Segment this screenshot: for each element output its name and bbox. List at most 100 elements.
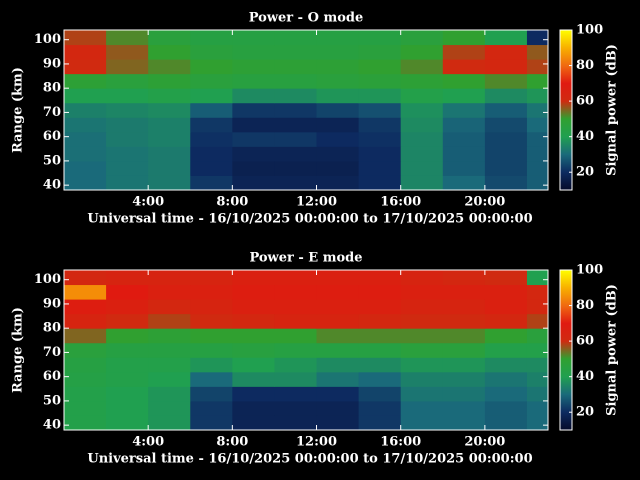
heat-cell xyxy=(232,146,275,162)
colorbar-tick-label: 80 xyxy=(576,298,594,313)
heat-cell xyxy=(190,131,233,147)
heat-cell xyxy=(358,160,402,176)
heat-cell xyxy=(64,88,107,104)
heat-cell xyxy=(442,175,486,191)
heat-cell xyxy=(400,146,444,162)
heat-cell xyxy=(274,160,318,176)
heat-cell xyxy=(64,175,107,191)
heat-cell xyxy=(526,175,549,191)
heat-cell xyxy=(106,175,149,191)
heat-cell xyxy=(526,400,549,416)
heat-cell xyxy=(64,30,107,46)
heat-cell xyxy=(316,146,360,162)
y-tick-label: 60 xyxy=(43,129,61,144)
heat-cell xyxy=(442,59,486,75)
heat-cell xyxy=(442,386,486,402)
heat-cell xyxy=(484,30,528,46)
heat-cell xyxy=(64,160,107,176)
heat-cell xyxy=(148,386,191,402)
heat-cell xyxy=(442,270,486,286)
heat-cell xyxy=(274,328,318,344)
heat-cell xyxy=(358,400,402,416)
heat-cell xyxy=(106,415,149,431)
heat-cell xyxy=(316,328,360,344)
heat-cell xyxy=(232,44,275,60)
heat-cell xyxy=(274,175,318,191)
y-tick-label: 80 xyxy=(43,321,61,336)
colorbar-tick-label: 100 xyxy=(576,23,603,38)
y-tick-label: 70 xyxy=(43,105,61,120)
heat-cell xyxy=(316,415,360,431)
heat-cell xyxy=(526,88,549,104)
heat-cell xyxy=(484,59,528,75)
heat-cell xyxy=(442,400,486,416)
heat-cell xyxy=(400,131,444,147)
heat-cell xyxy=(442,102,486,118)
heat-cell xyxy=(190,400,233,416)
heat-cell xyxy=(64,102,107,118)
heat-cell xyxy=(232,386,275,402)
heat-cell xyxy=(526,270,549,286)
colorbar-tick-label: 100 xyxy=(576,263,603,278)
y-tick-label: 90 xyxy=(43,296,61,311)
heat-cell xyxy=(400,30,444,46)
heat-cell xyxy=(274,270,318,286)
heat-cell xyxy=(64,400,107,416)
heat-cell xyxy=(232,299,275,315)
heat-cell xyxy=(106,357,149,373)
heat-cell xyxy=(358,44,402,60)
heat-cell xyxy=(64,59,107,75)
heat-cell xyxy=(148,371,191,387)
heat-cell xyxy=(358,299,402,315)
heat-cell xyxy=(484,175,528,191)
heat-cell xyxy=(148,102,191,118)
heat-cell xyxy=(358,59,402,75)
heat-cell xyxy=(400,175,444,191)
heat-cell xyxy=(190,284,233,300)
x-tick-label: 12:00 xyxy=(296,195,337,210)
heat-cell xyxy=(64,146,107,162)
heat-cell xyxy=(442,146,486,162)
heat-cell xyxy=(106,59,149,75)
heat-cell xyxy=(148,59,191,75)
heat-cell xyxy=(526,299,549,315)
heat-cell xyxy=(358,371,402,387)
heat-cell xyxy=(484,342,528,358)
colorbar-tick-label: 60 xyxy=(576,334,594,349)
heat-cell xyxy=(190,30,233,46)
heat-cell xyxy=(484,160,528,176)
heat-cell xyxy=(106,270,149,286)
heat-cell xyxy=(316,386,360,402)
heat-cell xyxy=(526,131,549,147)
heat-cell xyxy=(358,328,402,344)
heat-cell xyxy=(106,102,149,118)
heat-cell xyxy=(316,117,360,133)
heat-cell xyxy=(232,342,275,358)
plot-frame xyxy=(63,29,549,191)
y-tick-label: 100 xyxy=(34,32,61,47)
heat-cell xyxy=(274,342,318,358)
heat-cell xyxy=(148,175,191,191)
heat-cell xyxy=(148,284,191,300)
heat-cell xyxy=(232,284,275,300)
heat-cell xyxy=(316,400,360,416)
heat-cell xyxy=(148,299,191,315)
heat-cell xyxy=(274,88,318,104)
heat-cell xyxy=(64,371,107,387)
heat-cell xyxy=(64,270,107,286)
y-tick-label: 40 xyxy=(43,418,61,433)
heat-cell xyxy=(442,117,486,133)
y-tick-label: 50 xyxy=(43,393,61,408)
heat-cell xyxy=(148,415,191,431)
heat-cell xyxy=(106,117,149,133)
heat-cell xyxy=(358,30,402,46)
heat-cell xyxy=(442,342,486,358)
colorbar-label: Signal power (dB) xyxy=(605,44,620,176)
heat-cell xyxy=(526,415,549,431)
heat-cell xyxy=(358,415,402,431)
heat-cell xyxy=(64,284,107,300)
heat-cell xyxy=(232,160,275,176)
heat-cell xyxy=(148,131,191,147)
heat-cell xyxy=(316,371,360,387)
